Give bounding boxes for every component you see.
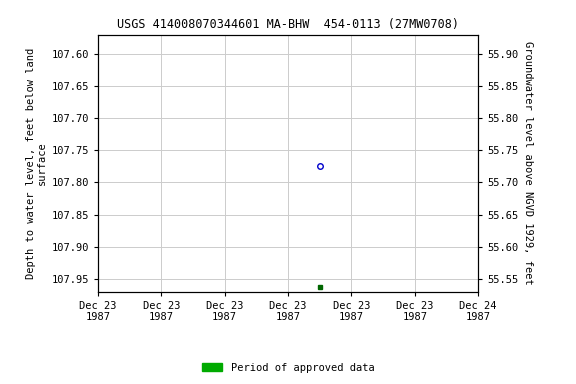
Y-axis label: Groundwater level above NGVD 1929, feet: Groundwater level above NGVD 1929, feet — [522, 41, 533, 285]
Legend: Period of approved data: Period of approved data — [198, 359, 378, 377]
Title: USGS 414008070344601 MA-BHW  454-0113 (27MW0708): USGS 414008070344601 MA-BHW 454-0113 (27… — [117, 18, 459, 31]
Y-axis label: Depth to water level, feet below land
surface: Depth to water level, feet below land su… — [25, 48, 47, 279]
